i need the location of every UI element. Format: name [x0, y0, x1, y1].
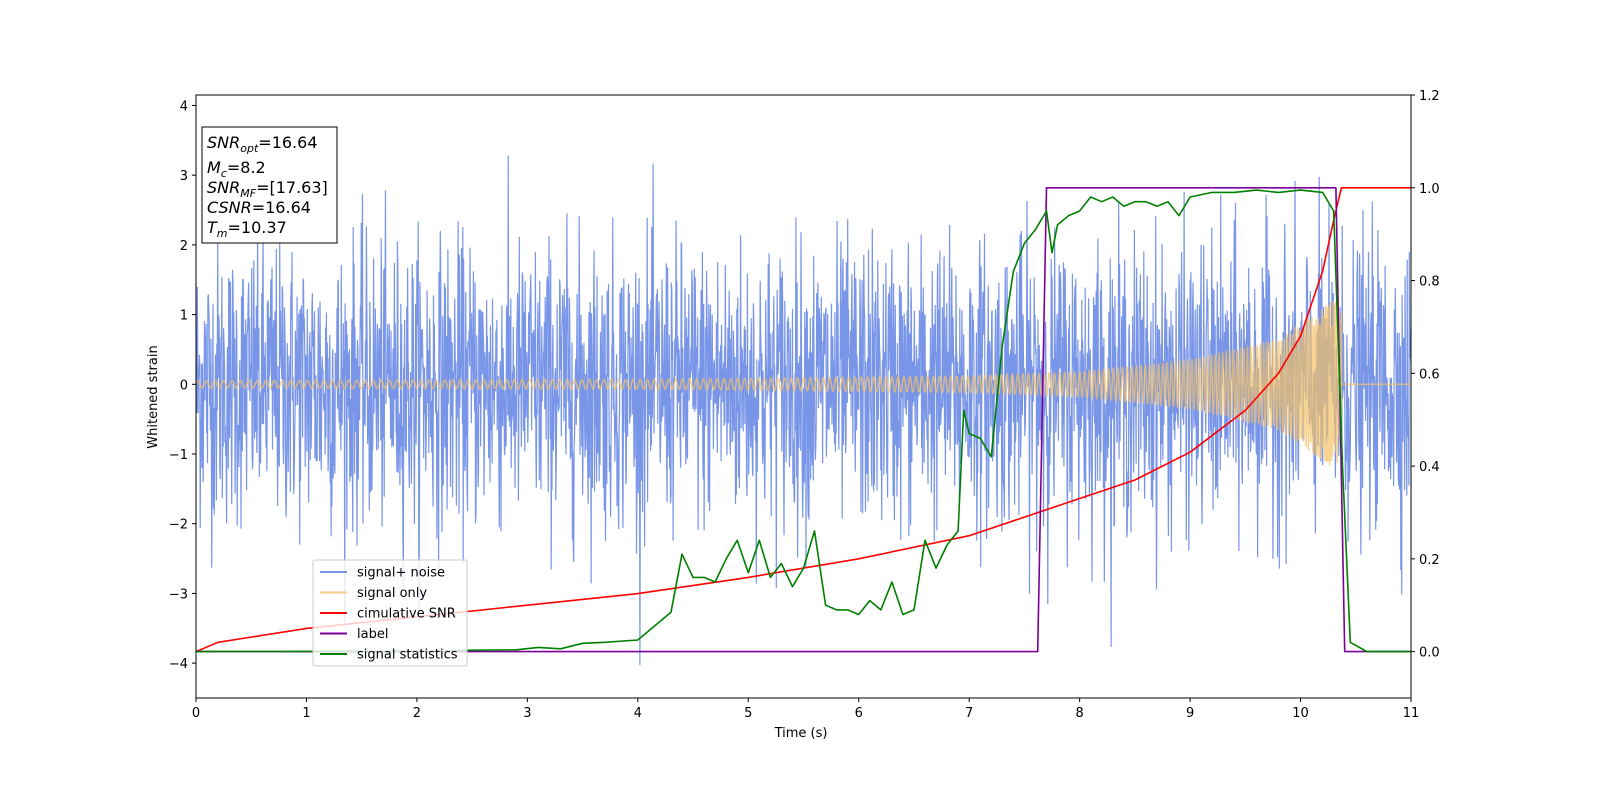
y-tick-label: 0: [180, 378, 188, 393]
y-tick-label: −4: [169, 657, 188, 672]
x-tick-label: 3: [523, 706, 531, 721]
y-axis-right: 0.0 0.2 0.4 0.6 0.8 1.0 1.2: [1411, 89, 1440, 661]
x-tick-label: 7: [965, 706, 973, 721]
x-tick-label: 5: [744, 706, 752, 721]
legend-label: signal only: [357, 586, 427, 601]
y-tick-label: −3: [169, 587, 188, 602]
y2-tick-label: 0.0: [1419, 646, 1440, 661]
info-snr-mf: SNRMF=[17.63]: [207, 178, 328, 200]
info-csnr: CSNR=16.64: [207, 198, 311, 217]
legend-label: signal statistics: [357, 648, 458, 663]
x-tick-label: 2: [413, 706, 421, 721]
y2-tick-label: 1.2: [1419, 89, 1440, 104]
y2-tick-label: 0.6: [1419, 367, 1440, 382]
x-axis: 0 1 2 3 4 5 6 7 8 9 10 11: [192, 698, 1419, 721]
y-tick-label: −2: [169, 518, 188, 533]
x-tick-label: 0: [192, 706, 200, 721]
x-tick-label: 10: [1292, 706, 1309, 721]
x-tick-label: 4: [634, 706, 642, 721]
y2-tick-label: 0.4: [1419, 460, 1440, 475]
x-tick-label: 1: [302, 706, 310, 721]
legend-label: cimulative SNR: [357, 607, 456, 622]
series-line-0: [196, 155, 1411, 666]
legend-label: signal+ noise: [357, 566, 445, 581]
x-tick-label: 8: [1075, 706, 1083, 721]
series-line-3: [196, 187, 1411, 653]
x-tick-label: 9: [1186, 706, 1194, 721]
plot-frame: [195, 94, 1412, 699]
y2-tick-label: 0.8: [1419, 275, 1440, 290]
x-tick-label: 11: [1403, 706, 1420, 721]
legend: signal+ noise signal only cimulative SNR la…: [312, 559, 468, 667]
y-tick-label: 4: [180, 99, 188, 114]
y-axis-left: −4 −3 −2 −1 0 1 2 3 4: [169, 99, 196, 672]
series-line-4: [196, 189, 1411, 653]
x-tick-label: 6: [855, 706, 863, 721]
series-line-1: [196, 299, 1411, 466]
legend-label: label: [357, 627, 388, 642]
y-tick-label: −1: [169, 448, 188, 463]
x-axis-label: Time (s): [774, 726, 828, 741]
info-mc: Mc=8.2: [207, 158, 266, 180]
y-tick-label: 2: [180, 239, 188, 254]
info-snr-opt: SNRopt=16.64: [207, 133, 318, 155]
info-box: SNRopt=16.64 Mc=8.2 SNRMF=[17.63] CSNR=1…: [201, 126, 338, 244]
y2-tick-label: 1.0: [1419, 182, 1440, 197]
y-tick-label: 1: [180, 309, 188, 324]
y2-tick-label: 0.2: [1419, 553, 1440, 568]
y-axis-label: Whitened strain: [146, 345, 161, 448]
y-tick-label: 3: [180, 169, 188, 184]
info-tm: Tm=10.37: [207, 218, 287, 240]
